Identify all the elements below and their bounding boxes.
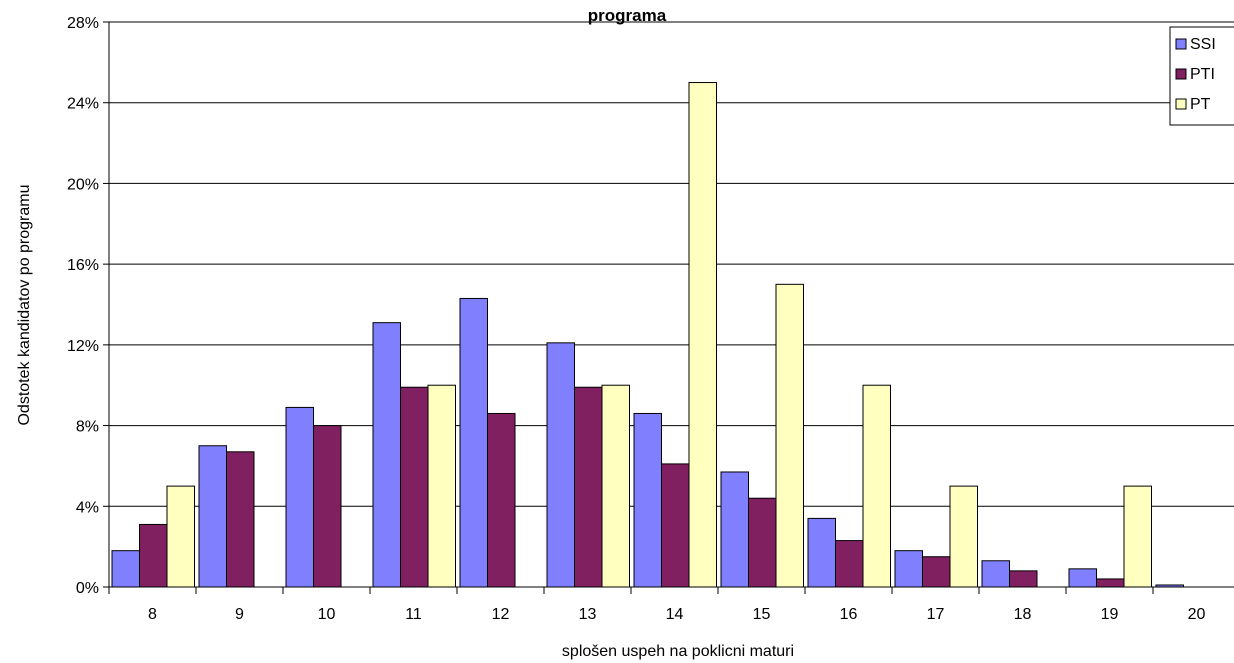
legend-label-ssi: SSI <box>1190 36 1216 53</box>
bar-ssi-17 <box>894 550 923 588</box>
legend-swatch-ssi <box>1175 38 1187 50</box>
bar-pti-19 <box>1096 578 1125 588</box>
bar-pti-9 <box>226 451 255 588</box>
bar-pt-8 <box>166 485 195 588</box>
bar-ssi-10 <box>285 406 314 588</box>
bar-ssi-11 <box>372 322 401 588</box>
y-tick-label: 28% <box>67 15 99 32</box>
bar-pti-10 <box>313 425 342 588</box>
legend: SSI PTI PT <box>1169 26 1234 126</box>
bar-pti-12 <box>487 412 516 588</box>
x-tick-label: 16 <box>840 606 858 623</box>
bar-pt-17 <box>949 485 978 588</box>
x-tick-label: 17 <box>927 606 945 623</box>
bar-pti-18 <box>1009 570 1038 588</box>
legend-label-pt: PT <box>1190 96 1211 113</box>
axes <box>103 21 1234 594</box>
bar-ssi-16 <box>807 517 836 588</box>
bar-pt-15 <box>775 283 804 588</box>
bar-pt-11 <box>427 384 456 588</box>
chart-title: programa <box>588 6 667 25</box>
x-tick-label: 18 <box>1014 606 1032 623</box>
x-tick-label: 14 <box>666 606 684 623</box>
x-tick-label: 12 <box>492 606 510 623</box>
bar-pt-16 <box>862 384 891 588</box>
y-tick-label: 16% <box>67 257 99 274</box>
y-tick-label: 12% <box>67 338 99 355</box>
bar-pt-13 <box>601 384 630 588</box>
x-tick-label: 11 <box>405 606 422 623</box>
x-tick-label: 8 <box>148 606 157 623</box>
bar-pti-14 <box>661 463 690 588</box>
bar-pti-8 <box>139 523 168 588</box>
x-tick-label: 10 <box>318 606 336 623</box>
y-tick-label: 8% <box>76 419 99 436</box>
bar-pti-17 <box>922 556 951 588</box>
x-tick-label: 19 <box>1101 606 1119 623</box>
tick-labels: 0% 4% 8% 12% 16% 20% 24% 28% 8 9 10 11 12 13 14 15 16 17 1… <box>67 15 1206 623</box>
y-axis-title: Odstotek kandidatov po programu <box>16 184 33 425</box>
x-tick-label: 20 <box>1188 606 1206 623</box>
bar-pti-13 <box>574 386 603 588</box>
y-tick-label: 4% <box>76 499 99 516</box>
legend-swatch-pti <box>1175 68 1187 80</box>
y-tick-label: 20% <box>67 176 99 193</box>
x-tick-label: 9 <box>235 606 244 623</box>
y-tick-label: 24% <box>67 96 99 113</box>
bar-ssi-12 <box>459 297 488 588</box>
legend-swatch-pt <box>1175 98 1187 110</box>
bar-ssi-15 <box>720 471 749 588</box>
x-tick-label: 13 <box>579 606 597 623</box>
bars <box>111 82 1184 588</box>
x-axis-title: splošen uspeh na poklicni maturi <box>562 643 794 660</box>
bar-pt-14 <box>688 82 717 588</box>
bar-pti-15 <box>748 497 777 588</box>
x-tick-label: 15 <box>753 606 771 623</box>
bar-ssi-9 <box>198 445 227 588</box>
legend-label-pti: PTI <box>1190 66 1215 83</box>
bar-ssi-8 <box>111 550 140 588</box>
bar-ssi-19 <box>1068 568 1097 588</box>
bar-pti-16 <box>835 540 864 588</box>
bar-pti-11 <box>400 386 429 588</box>
bar-ssi-14 <box>633 412 662 588</box>
y-tick-label: 0% <box>76 580 99 597</box>
bar-pt-19 <box>1123 485 1152 588</box>
bar-ssi-13 <box>546 342 575 588</box>
bar-ssi-18 <box>981 560 1010 588</box>
